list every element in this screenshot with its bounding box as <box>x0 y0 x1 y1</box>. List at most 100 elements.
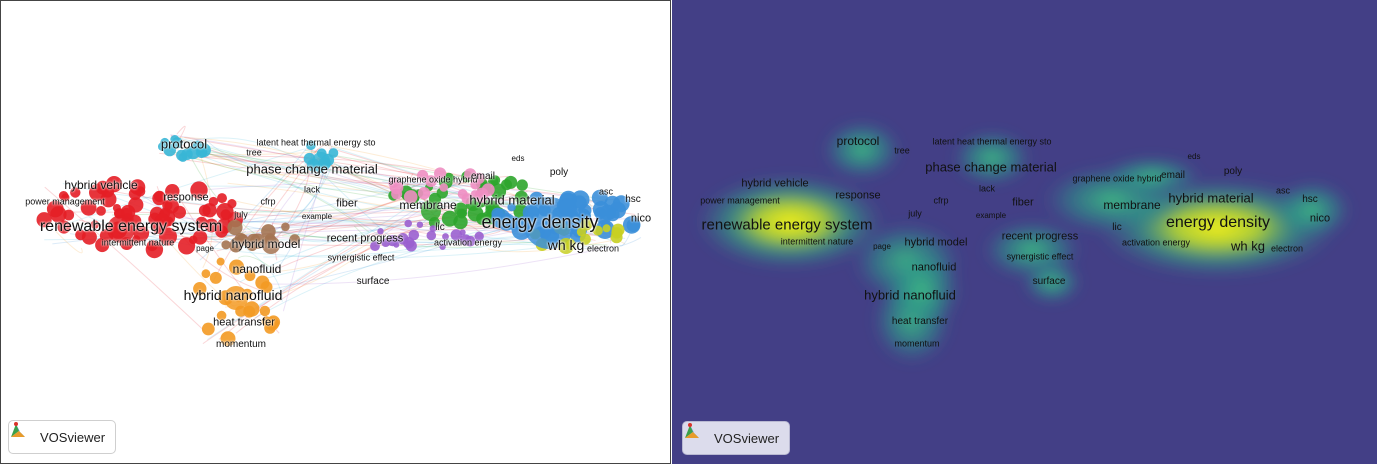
density-canvas[interactable] <box>672 0 1377 464</box>
network-node[interactable] <box>220 331 236 347</box>
network-node[interactable] <box>50 206 67 223</box>
density-term-label-lic[interactable]: lic <box>1112 222 1122 233</box>
network-node[interactable] <box>229 259 245 275</box>
term-label-membrane[interactable]: membrane <box>399 198 457 212</box>
network-node[interactable] <box>450 229 462 241</box>
density-term-label-hybrid-model[interactable]: hybrid model <box>904 236 968 249</box>
network-node[interactable] <box>221 240 231 250</box>
network-node[interactable] <box>96 206 106 216</box>
network-node[interactable] <box>152 191 167 206</box>
network-node[interactable] <box>216 257 225 266</box>
network-node[interactable] <box>244 270 256 282</box>
network-node[interactable] <box>514 190 529 204</box>
term-label-electron[interactable]: electron <box>586 243 620 254</box>
term-label-nanofluid[interactable]: nanofluid <box>232 262 282 276</box>
term-label-nico[interactable]: nico <box>630 212 652 225</box>
term-label-email[interactable]: email <box>471 171 495 182</box>
network-node[interactable] <box>464 168 477 181</box>
density-term-label-intermittent-nature[interactable]: intermittent nature <box>780 236 854 247</box>
network-node[interactable] <box>473 172 485 185</box>
network-node[interactable] <box>132 235 141 244</box>
network-visualization-panel[interactable]: protocol tree latent heat thermal energy s… <box>0 0 671 464</box>
density-term-label-surface[interactable]: surface <box>1032 276 1066 287</box>
term-label-hybrid-nanofluid[interactable]: hybrid nanofluid <box>183 287 283 303</box>
network-node[interactable] <box>58 191 69 201</box>
term-label-latent-heat-thermal-energy-sto[interactable]: latent heat thermal energy sto <box>256 137 376 148</box>
network-node[interactable] <box>591 189 608 206</box>
term-label-graphene-oxide-hybrid[interactable]: graphene oxide hybrid <box>388 174 478 185</box>
density-term-label-synergistic-effect[interactable]: synergistic effect <box>1006 251 1074 262</box>
network-node[interactable] <box>201 322 215 336</box>
density-term-label-heat-transfer[interactable]: heat transfer <box>891 316 949 327</box>
density-term-label-response[interactable]: response <box>835 189 881 202</box>
term-label-hybrid-vehicle[interactable]: hybrid vehicle <box>64 178 138 192</box>
network-node[interactable] <box>195 216 208 229</box>
network-node[interactable] <box>580 218 593 231</box>
network-node[interactable] <box>497 213 516 231</box>
network-node[interactable] <box>81 229 97 245</box>
density-term-label-nico[interactable]: nico <box>1309 212 1331 225</box>
term-label-asc[interactable]: asc <box>598 186 614 197</box>
network-node[interactable] <box>579 233 591 245</box>
network-node[interactable] <box>408 229 420 241</box>
network-node[interactable] <box>611 223 625 237</box>
vosviewer-badge[interactable]: VOSviewer <box>8 420 117 454</box>
network-node[interactable] <box>192 140 203 150</box>
density-term-label-fiber[interactable]: fiber <box>1012 196 1034 209</box>
network-node[interactable] <box>416 221 424 228</box>
network-node[interactable] <box>80 199 97 216</box>
term-label-response[interactable]: response <box>163 191 209 204</box>
network-hub-node[interactable] <box>224 286 248 310</box>
term-label-protocol[interactable]: protocol <box>160 136 208 152</box>
term-label-tree[interactable]: tree <box>246 147 262 158</box>
density-term-label-renewable-energy-system[interactable]: renewable energy system <box>701 216 873 234</box>
term-label-example[interactable]: example <box>301 212 333 221</box>
network-hub-node[interactable] <box>558 238 574 254</box>
network-node[interactable] <box>481 183 495 197</box>
network-node[interactable] <box>626 218 640 232</box>
network-hub-node[interactable] <box>312 152 330 170</box>
density-term-label-july[interactable]: july <box>908 208 922 219</box>
density-term-label-lack[interactable]: lack <box>978 183 996 194</box>
term-label-hybrid-model[interactable]: hybrid model <box>231 237 301 251</box>
network-node[interactable] <box>259 305 271 317</box>
term-label-wh-kg[interactable]: wh kg <box>547 237 585 253</box>
density-term-label-recent-progress[interactable]: recent progress <box>1001 230 1079 243</box>
network-node[interactable] <box>289 234 301 246</box>
term-label-eds[interactable]: eds <box>511 154 525 163</box>
network-node[interactable] <box>181 148 193 161</box>
network-node[interactable] <box>442 233 449 240</box>
network-node[interactable] <box>370 241 380 252</box>
density-term-label-hybrid-vehicle[interactable]: hybrid vehicle <box>741 177 809 190</box>
network-node[interactable] <box>578 204 592 217</box>
density-term-label-eds[interactable]: eds <box>1187 152 1201 161</box>
vosviewer-badge-density[interactable]: VOSviewer <box>682 421 791 455</box>
network-node[interactable] <box>128 187 142 201</box>
term-label-cfrp[interactable]: cfrp <box>260 196 276 207</box>
density-term-label-hsc[interactable]: hsc <box>1302 194 1318 205</box>
term-label-july[interactable]: july <box>234 209 248 220</box>
density-term-label-momentum[interactable]: momentum <box>894 338 940 349</box>
network-node[interactable] <box>229 239 243 253</box>
density-term-label-phase-change-material[interactable]: phase change material <box>925 159 1057 175</box>
density-term-label-energy-density[interactable]: energy density <box>1165 214 1271 231</box>
network-node[interactable] <box>501 179 512 191</box>
density-term-label-membrane[interactable]: membrane <box>1103 198 1161 212</box>
density-term-label-tree[interactable]: tree <box>894 145 910 156</box>
network-hub-node[interactable] <box>523 197 575 249</box>
density-term-label-page[interactable]: page <box>873 242 891 251</box>
network-node[interactable] <box>417 169 429 182</box>
density-term-label-graphene-oxide-hybrid[interactable]: graphene oxide hybrid <box>1072 173 1162 184</box>
term-label-page[interactable]: page <box>196 244 214 253</box>
network-node[interactable] <box>439 183 449 192</box>
network-node[interactable] <box>443 172 454 183</box>
density-term-label-asc[interactable]: asc <box>1275 185 1291 196</box>
term-label-intermittent-nature[interactable]: intermittent nature <box>101 237 175 248</box>
network-node[interactable] <box>464 235 476 247</box>
network-node[interactable] <box>170 135 180 144</box>
network-node[interactable] <box>426 230 437 241</box>
network-node[interactable] <box>89 183 107 202</box>
term-label-heat-transfer[interactable]: heat transfer <box>213 316 275 329</box>
network-node[interactable] <box>454 202 468 216</box>
network-node[interactable] <box>576 227 587 237</box>
